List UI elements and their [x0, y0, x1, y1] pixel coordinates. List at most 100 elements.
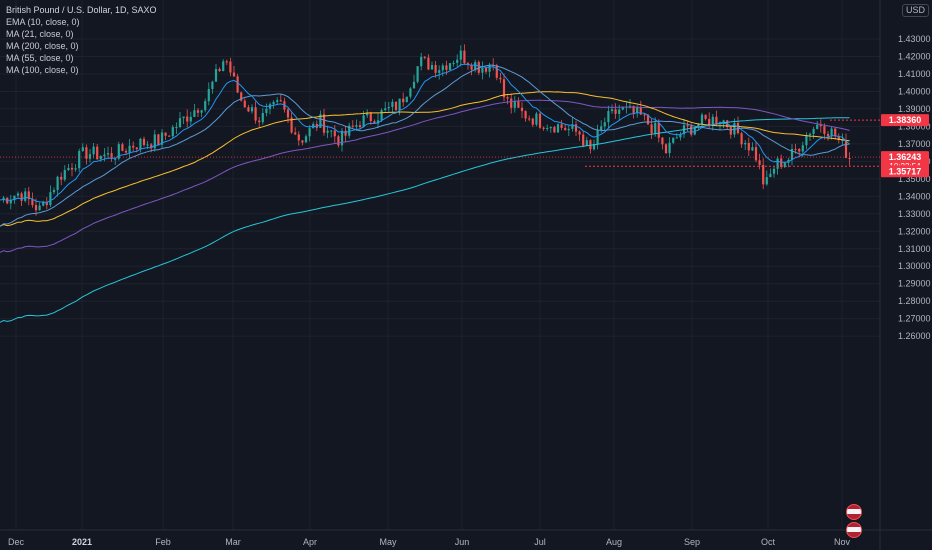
- candle-body: [204, 101, 207, 111]
- candle-body: [74, 168, 77, 170]
- y-tick-label: 1.29000: [898, 279, 931, 289]
- candle-body: [826, 133, 830, 137]
- uk-flag-icon[interactable]: [846, 504, 862, 520]
- candle-body: [340, 130, 344, 146]
- candle-body: [168, 135, 171, 137]
- candle-body: [747, 142, 750, 151]
- candle-body: [556, 124, 560, 133]
- candle-body: [448, 63, 452, 70]
- indicator-ma55[interactable]: MA (55, close, 0): [6, 53, 74, 63]
- candle-body: [49, 192, 52, 206]
- candle-body: [20, 193, 23, 201]
- candle-body: [528, 118, 531, 120]
- candle-body: [222, 61, 225, 72]
- candle-body: [16, 193, 20, 196]
- candle-body: [85, 147, 88, 159]
- indicator-ma21[interactable]: MA (21, close, 0): [6, 29, 74, 39]
- candle-body: [247, 107, 250, 112]
- candle-body: [409, 88, 412, 97]
- candle-body: [200, 110, 203, 113]
- candle-body: [322, 114, 326, 133]
- indicator-ema10[interactable]: EMA (10, close, 0): [6, 17, 80, 27]
- candle-body: [337, 136, 340, 146]
- ma200-line: [0, 117, 850, 323]
- currency-selector[interactable]: USD: [902, 4, 930, 17]
- candle-body: [686, 125, 689, 127]
- candle-body: [607, 111, 610, 123]
- candle-body: [420, 56, 423, 67]
- candle-body: [535, 113, 538, 125]
- candle-body: [405, 96, 408, 103]
- candle-body: [186, 116, 189, 122]
- candle-body: [315, 123, 318, 128]
- candle-body: [351, 125, 354, 127]
- candle-body: [276, 100, 279, 102]
- candle-body: [27, 191, 30, 200]
- candle-body: [506, 97, 509, 99]
- x-tick-label: Jun: [455, 537, 470, 547]
- candle-body: [772, 168, 776, 174]
- x-tick-label: Aug: [606, 537, 622, 547]
- candle-body: [762, 164, 765, 185]
- candle-body: [841, 140, 844, 142]
- indicator-ma100[interactable]: MA (100, close, 0): [6, 65, 79, 75]
- candle-body: [178, 118, 182, 128]
- candle-body: [182, 116, 185, 119]
- candle-body: [488, 65, 491, 72]
- candle-body: [697, 124, 700, 128]
- candle-body: [614, 109, 617, 114]
- candle-body: [78, 150, 81, 169]
- candle-body: [553, 127, 556, 133]
- candle-body: [823, 126, 826, 134]
- candle-body: [754, 147, 758, 161]
- candle-body: [225, 61, 228, 63]
- candle-body: [81, 147, 84, 151]
- candle-body: [708, 118, 711, 126]
- candle-body: [758, 160, 761, 165]
- candle-body: [610, 109, 614, 112]
- candle-body: [355, 125, 358, 127]
- candle-body: [96, 146, 99, 160]
- candle-body: [218, 68, 221, 72]
- candle-body: [60, 176, 63, 180]
- candle-body: [639, 107, 642, 115]
- y-tick-label: 1.39000: [898, 104, 931, 114]
- resistance-label-bg: [881, 114, 929, 127]
- candle-body: [150, 144, 153, 149]
- candle-body: [380, 110, 383, 121]
- candle-body: [236, 76, 239, 93]
- us-flag-icon[interactable]: [846, 522, 862, 538]
- candle-body: [646, 114, 650, 125]
- x-tick-label: Dec: [8, 537, 25, 547]
- candle-body: [196, 110, 200, 113]
- y-tick-label: 1.32000: [898, 226, 931, 236]
- x-tick-label: Apr: [303, 537, 317, 547]
- candle-body: [294, 132, 297, 135]
- candle-body: [232, 72, 236, 77]
- candle-body: [67, 167, 70, 171]
- candle-body: [668, 142, 671, 154]
- candle-body: [308, 128, 311, 137]
- candle-body: [9, 200, 12, 204]
- x-tick-label: Oct: [761, 537, 776, 547]
- candle-body: [495, 65, 498, 78]
- candle-body: [715, 116, 718, 124]
- candle-body: [132, 145, 135, 148]
- candle-body: [592, 144, 596, 150]
- x-tick-label: Sep: [684, 537, 700, 547]
- last-price-label: 1.36243: [889, 152, 922, 162]
- candle-body: [582, 134, 585, 146]
- candle-body: [70, 167, 74, 170]
- candle-body: [139, 138, 142, 150]
- candle-body: [416, 66, 419, 82]
- candle-body: [675, 137, 678, 139]
- candle-body: [250, 107, 254, 112]
- candle-body: [790, 148, 794, 160]
- indicator-ma200[interactable]: MA (200, close, 0): [6, 41, 79, 51]
- candle-body: [153, 134, 156, 149]
- candle-body: [657, 122, 660, 138]
- flag-badges[interactable]: [846, 504, 868, 540]
- candle-body: [45, 202, 48, 206]
- candle-body: [88, 154, 92, 159]
